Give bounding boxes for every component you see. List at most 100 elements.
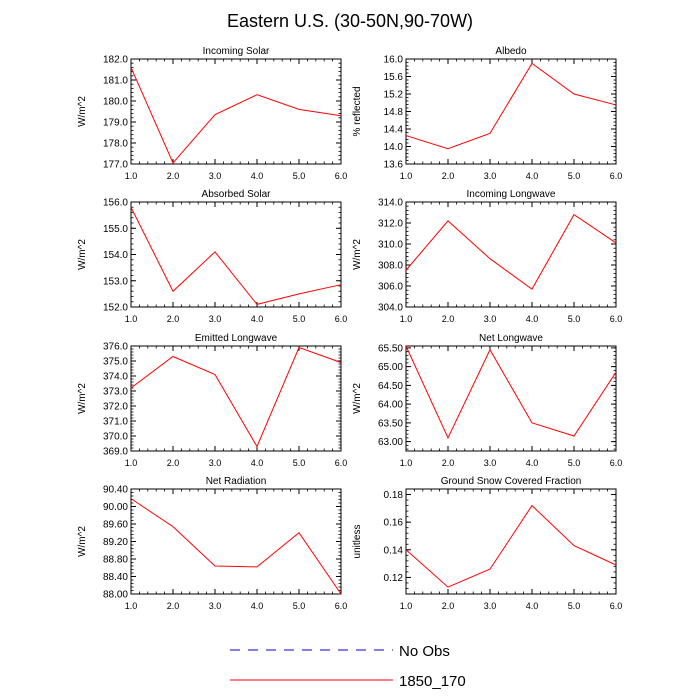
y-tick-label: 312.0: [378, 219, 403, 230]
x-tick-label: 4.0: [251, 601, 264, 611]
x-tick-label: 1.0: [400, 458, 413, 468]
x-tick-label: 3.0: [209, 458, 222, 468]
x-tick-label: 2.0: [167, 314, 180, 324]
x-tick-label: 4.0: [526, 458, 539, 468]
panel-title: Net Radiation: [206, 476, 267, 487]
y-tick-label: 154.0: [103, 250, 128, 261]
y-tick-label: 155.0: [103, 224, 128, 235]
panel-frame: [405, 58, 617, 165]
y-tick-label: 372.0: [103, 402, 128, 413]
panel-title: Incoming Solar: [203, 46, 270, 57]
y-tick-label: 153.0: [103, 276, 128, 287]
panel-absorbed-solar: Absorbed Solar W/m^2 152.0 153.0 154.0 155.0 1…: [77, 189, 347, 324]
y-tick-label: 64.50: [378, 381, 403, 392]
x-tick-label: 4.0: [526, 601, 539, 611]
panel-frame: [405, 201, 617, 308]
y-tick-label: 65.00: [378, 362, 403, 373]
panel-frame: [405, 488, 617, 595]
y-tick-label: 88.40: [103, 572, 128, 583]
y-axis-label: W/m^2: [352, 239, 363, 270]
x-tick-label: 5.0: [293, 314, 306, 324]
y-tick-label: 14.0: [384, 142, 404, 153]
panel-emitted-longwave: Emitted Longwave W/m^2 369.0 370.0 371.0 372.…: [77, 333, 347, 468]
x-tick-label: 6.0: [610, 458, 623, 468]
y-tick-label: 88.00: [103, 590, 128, 601]
x-tick-label: 5.0: [293, 458, 306, 468]
y-tick-label: 14.4: [384, 125, 404, 136]
panel-net-radiation: Net Radiation W/m^2 88.00 88.40 88.80 89.20 89…: [77, 476, 347, 611]
legend-label-no-obs: No Obs: [399, 643, 450, 660]
y-tick-label: 90.40: [103, 485, 128, 496]
x-tick-label: 6.0: [335, 458, 348, 468]
panel-ground-snow-covered-fraction: Ground Snow Covered Fraction unitless 0.12…: [352, 476, 622, 611]
x-tick-label: 2.0: [442, 458, 455, 468]
x-tick-label: 1.0: [400, 171, 413, 181]
panels: Incoming Solar W/m^2 177.0 178.0 179.0 180.0 1…: [77, 46, 622, 611]
y-tick-label: 306.0: [378, 282, 403, 293]
series-line-1850-170: [130, 207, 342, 305]
y-tick-label: 180.0: [103, 97, 128, 108]
series-line-1850-170: [405, 62, 617, 150]
y-tick-label: 14.8: [384, 107, 404, 118]
y-tick-label: 0.18: [384, 490, 404, 501]
x-tick-label: 5.0: [568, 314, 581, 324]
series-line-1850-170: [130, 67, 342, 164]
panel-albedo: Albedo % reflected 13.6 14.0 14.4 14.8 15.2 15.…: [352, 46, 622, 181]
x-tick-label: 3.0: [484, 314, 497, 324]
panel-frame: [130, 488, 342, 595]
x-tick-label: 2.0: [167, 171, 180, 181]
x-tick-label: 6.0: [335, 171, 348, 181]
y-tick-label: 314.0: [378, 198, 403, 209]
panel-incoming-longwave: Incoming Longwave W/m^2 304.0 306.0 308.0 310…: [352, 189, 622, 324]
x-tick-label: 2.0: [442, 314, 455, 324]
legend-label-1850-170: 1850_170: [399, 673, 466, 690]
y-tick-label: 63.50: [378, 418, 403, 429]
x-tick-label: 1.0: [125, 458, 138, 468]
y-axis-label: W/m^2: [77, 96, 88, 127]
x-tick-label: 5.0: [568, 601, 581, 611]
y-tick-label: 15.6: [384, 72, 404, 83]
y-tick-label: 89.20: [103, 537, 128, 548]
x-tick-label: 6.0: [335, 314, 348, 324]
series-line-1850-170: [405, 345, 617, 440]
x-tick-label: 2.0: [167, 458, 180, 468]
x-tick-label: 5.0: [293, 601, 306, 611]
x-tick-label: 4.0: [526, 314, 539, 324]
figure-title: Eastern U.S. (30-50N,90-70W): [227, 11, 473, 31]
y-tick-label: 373.0: [103, 387, 128, 398]
x-tick-label: 3.0: [484, 601, 497, 611]
y-tick-label: 90.00: [103, 502, 128, 513]
y-tick-label: 310.0: [378, 240, 403, 251]
x-tick-label: 3.0: [484, 171, 497, 181]
y-tick-label: 0.14: [384, 545, 404, 556]
x-tick-label: 3.0: [209, 314, 222, 324]
y-tick-label: 376.0: [103, 342, 128, 353]
y-tick-label: 182.0: [103, 55, 128, 66]
x-tick-label: 1.0: [400, 314, 413, 324]
series-line-1850-170: [405, 504, 617, 588]
y-tick-label: 178.0: [103, 139, 128, 150]
series-line-1850-170: [130, 498, 342, 595]
y-tick-label: 0.12: [384, 573, 404, 584]
x-tick-label: 3.0: [484, 458, 497, 468]
panel-title: Net Longwave: [479, 333, 543, 344]
x-tick-label: 6.0: [610, 601, 623, 611]
y-tick-label: 308.0: [378, 261, 403, 272]
panel-title: Ground Snow Covered Fraction: [441, 476, 582, 487]
y-tick-label: 375.0: [103, 357, 128, 368]
panel-title: Albedo: [495, 46, 527, 57]
x-tick-label: 4.0: [251, 171, 264, 181]
series-line-1850-170: [405, 213, 617, 290]
y-tick-label: 89.60: [103, 520, 128, 531]
panel-frame: [405, 345, 617, 452]
panel-frame: [130, 58, 342, 165]
panel-frame: [130, 345, 342, 452]
y-tick-label: 64.00: [378, 400, 403, 411]
panel-title: Emitted Longwave: [195, 333, 278, 344]
x-tick-label: 2.0: [167, 601, 180, 611]
x-tick-label: 1.0: [125, 601, 138, 611]
y-tick-label: 156.0: [103, 198, 128, 209]
panel-title: Absorbed Solar: [202, 189, 272, 200]
panel-net-longwave: Net Longwave W/m^2 63.00 63.50 64.00 64.50 65.…: [352, 333, 622, 468]
